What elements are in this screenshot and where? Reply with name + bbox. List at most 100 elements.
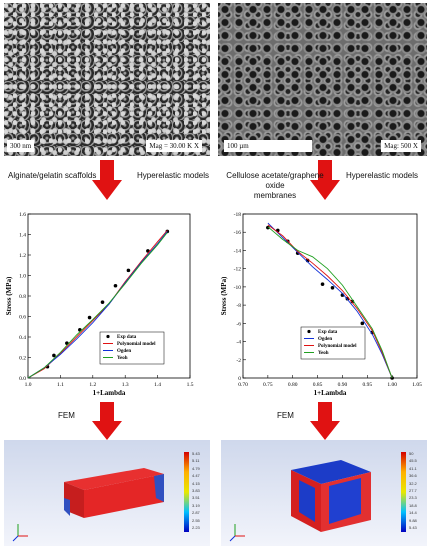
colorbar-tick-label: 27.7 — [409, 487, 417, 493]
y-tick-label: 0.2 — [19, 356, 26, 362]
series-line — [267, 224, 393, 379]
fem-result-left: 5.43 5.11 4.79 4.47 4.15 3.83 3.51 3.19 2.87 2.55… — [4, 440, 210, 546]
caption-material-left: Alginate/gelatin scaffolds — [8, 171, 97, 180]
data-point — [52, 353, 56, 358]
data-point — [87, 315, 92, 320]
x-tick-label: 0.95 — [362, 382, 372, 388]
data-point — [126, 268, 131, 273]
colorbar-tick-label: 4.47 — [192, 473, 200, 479]
x-tick-label: 1.1 — [57, 382, 64, 388]
colorbar — [184, 452, 189, 532]
y-tick-label: -12 — [234, 267, 242, 273]
legend-label: Exp data — [117, 335, 137, 340]
x-tick-label: 0.70 — [238, 382, 248, 388]
legend-label: Ogden — [318, 337, 332, 342]
colorbar-tick-label: 4.79 — [192, 465, 200, 471]
colorbar-tick-label: 36.6 — [409, 473, 417, 479]
caption-line: Cellulose acetate/graphene oxide — [226, 171, 324, 190]
legend-label: Ogden — [117, 349, 131, 354]
colorbar-tick-label: 14.4 — [409, 510, 417, 516]
x-tick-label: 0.80 — [288, 382, 298, 388]
down-arrow-icon — [310, 160, 340, 200]
down-arrow-icon — [92, 160, 122, 200]
caption-fem-right: FEM — [277, 411, 294, 420]
legend-box — [99, 331, 165, 365]
x-tick-label: 0.85 — [313, 382, 323, 388]
y-tick-label: -10 — [234, 285, 242, 291]
colorbar-tick-label: 2.87 — [192, 510, 200, 516]
x-axis-label: 1+Lambda — [314, 389, 347, 397]
axis-triad-icon — [12, 524, 28, 542]
y-tick-label: 1.6 — [19, 212, 26, 218]
y-tick-label: -14 — [234, 248, 242, 254]
data-point — [320, 282, 325, 286]
series-line — [27, 232, 168, 379]
colorbar-tick-label: 5.43 — [409, 524, 417, 530]
data-point — [390, 376, 394, 380]
legend: Exp data Polynomial model Ogden Yeoh — [99, 331, 165, 365]
data-point — [360, 321, 365, 326]
caption-material-right: Cellulose acetate/graphene oxide membran… — [219, 171, 331, 201]
colorbar-tick-label: 3.19 — [192, 502, 200, 508]
y-tick-label: -2 — [236, 358, 241, 364]
down-arrow-icon — [310, 402, 340, 440]
plot-frame — [242, 213, 418, 379]
y-tick-label: -4 — [236, 340, 241, 346]
data-point — [100, 300, 105, 304]
legend-box — [300, 326, 366, 360]
sem-image-cellulose: 100 µm Mag: 500 X — [218, 3, 427, 156]
legend-label: Polynomial model — [117, 342, 156, 347]
sem-image-alginate: 300 nm Mag = 30.00 K X — [4, 3, 210, 156]
x-tick-label: 1.3 — [122, 382, 129, 388]
y-tick-label: -16 — [234, 230, 242, 236]
colorbar-tick-label: 4.15 — [192, 480, 200, 486]
y-tick-label: -6 — [236, 321, 241, 327]
y-tick-label: 1.4 — [19, 233, 26, 239]
data-point — [330, 286, 335, 290]
caption-models-right: Hyperelastic models — [346, 171, 419, 180]
caption-fem-left: FEM — [58, 411, 75, 420]
caption-models-left: Hyperelastic models — [137, 171, 210, 180]
x-tick-label: 1.4 — [154, 382, 161, 388]
x-axis-label: 1+Lambda — [93, 389, 126, 397]
legend-label: Polynomial model — [318, 344, 357, 349]
caption-line: membranes — [253, 191, 297, 200]
y-tick-label: 0.6 — [19, 315, 26, 321]
colorbar-tick-label: 9.88 — [409, 517, 417, 523]
y-tick-label: 1.2 — [19, 253, 26, 259]
x-tick-label: 1.2 — [89, 382, 96, 388]
legend-label: Yeoh — [117, 356, 128, 361]
magnification-label: Mag: 500 X — [381, 140, 421, 152]
colorbar — [401, 452, 406, 532]
data-point — [113, 283, 118, 288]
colorbar-tick-label: 5.11 — [192, 458, 200, 464]
y-tick-label: 0.8 — [19, 294, 26, 300]
y-tick-label: 0.4 — [19, 335, 26, 341]
fem-mesh-right — [229, 460, 371, 542]
data-point — [266, 225, 270, 230]
x-tick-label: 1.5 — [187, 382, 194, 388]
colorbar-tick-label: 2.23 — [192, 524, 200, 530]
legend-label: Yeoh — [318, 351, 329, 356]
scale-bar-label: 300 nm — [7, 140, 35, 152]
y-axis-label: Stress (MPa) — [5, 276, 13, 315]
fem-mesh-left — [12, 468, 164, 542]
legend-marker — [307, 329, 311, 334]
legend-label: Exp data — [318, 330, 338, 335]
y-tick-label: 1.0 — [19, 274, 26, 280]
legend-marker — [106, 334, 110, 339]
y-tick-label: -8 — [236, 303, 241, 309]
magnification-label: Mag = 30.00 K X — [146, 140, 202, 152]
colorbar-tick-label: 2.55 — [192, 517, 200, 523]
colorbar-tick-label: 18.8 — [409, 502, 417, 508]
colorbar-tick-label: 41.1 — [409, 465, 417, 471]
colorbar-tick-label: 5.43 — [192, 451, 200, 456]
scale-bar-label: 100 µm — [224, 140, 312, 152]
y-tick-label: 0.0 — [19, 376, 26, 382]
x-tick-label: 1.0 — [25, 382, 32, 388]
colorbar-tick-label: 45.5 — [409, 458, 417, 464]
series-line — [27, 231, 168, 379]
stress-strain-chart-right: 0.70 0.75 0.80 0.85 0.90 0.95 1.00 1.05 0 -2 -4 -6 -… — [220, 212, 422, 397]
series-line — [267, 226, 393, 379]
x-tick-label: 0.90 — [338, 382, 348, 388]
